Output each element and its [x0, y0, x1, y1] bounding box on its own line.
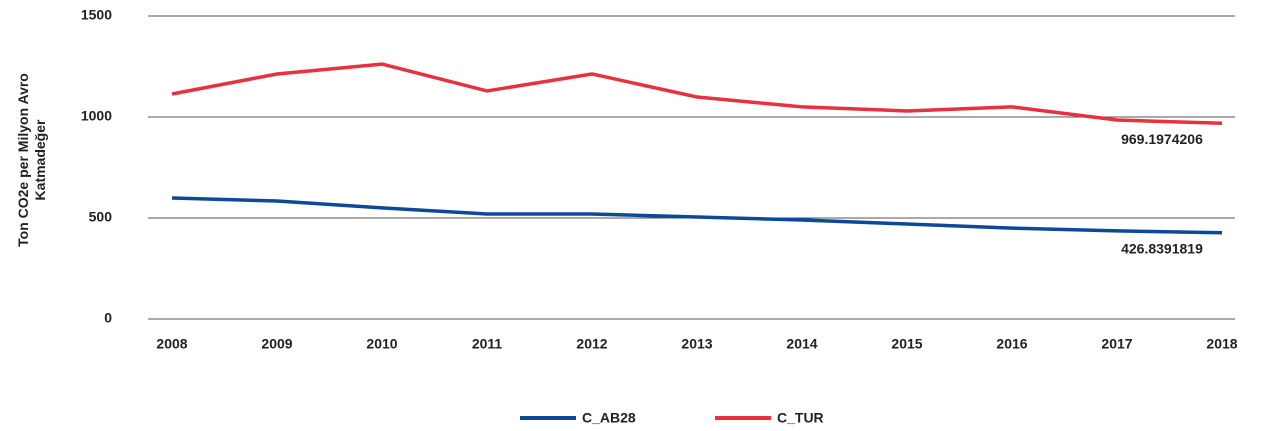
- x-tick-label: 2016: [996, 336, 1027, 352]
- y-axis-label-line: Ton CO2e per Milyon Avro: [15, 73, 31, 247]
- x-tick-label: 2010: [366, 336, 397, 352]
- x-tick-label: 2012: [576, 336, 607, 352]
- y-tick-label: 1000: [81, 108, 112, 124]
- x-tick-label: 2014: [786, 336, 817, 352]
- data-label: 426.8391819: [1121, 240, 1203, 256]
- x-tick-label: 2017: [1101, 336, 1132, 352]
- legend-label: C_AB28: [582, 410, 636, 426]
- data-label: 969.1974206: [1121, 131, 1203, 147]
- x-tick-label: 2013: [681, 336, 712, 352]
- x-tick-label: 2011: [472, 336, 503, 352]
- x-tick-label: 2008: [156, 336, 187, 352]
- series-line: [171, 196, 1223, 235]
- y-tick-label: 1500: [81, 7, 112, 23]
- y-axis-label-line: Katmadeğer: [32, 119, 48, 200]
- y-tick-label: 0: [104, 310, 112, 326]
- y-tick-label: 500: [89, 209, 113, 225]
- x-tick-label: 2018: [1206, 336, 1237, 352]
- x-tick-label: 2009: [261, 336, 292, 352]
- y-axis-label: Ton CO2e per Milyon AvroKatmadeğer: [15, 73, 48, 247]
- x-tick-label: 2015: [891, 336, 922, 352]
- series-line: [171, 62, 1223, 125]
- legend-label: C_TUR: [777, 410, 824, 426]
